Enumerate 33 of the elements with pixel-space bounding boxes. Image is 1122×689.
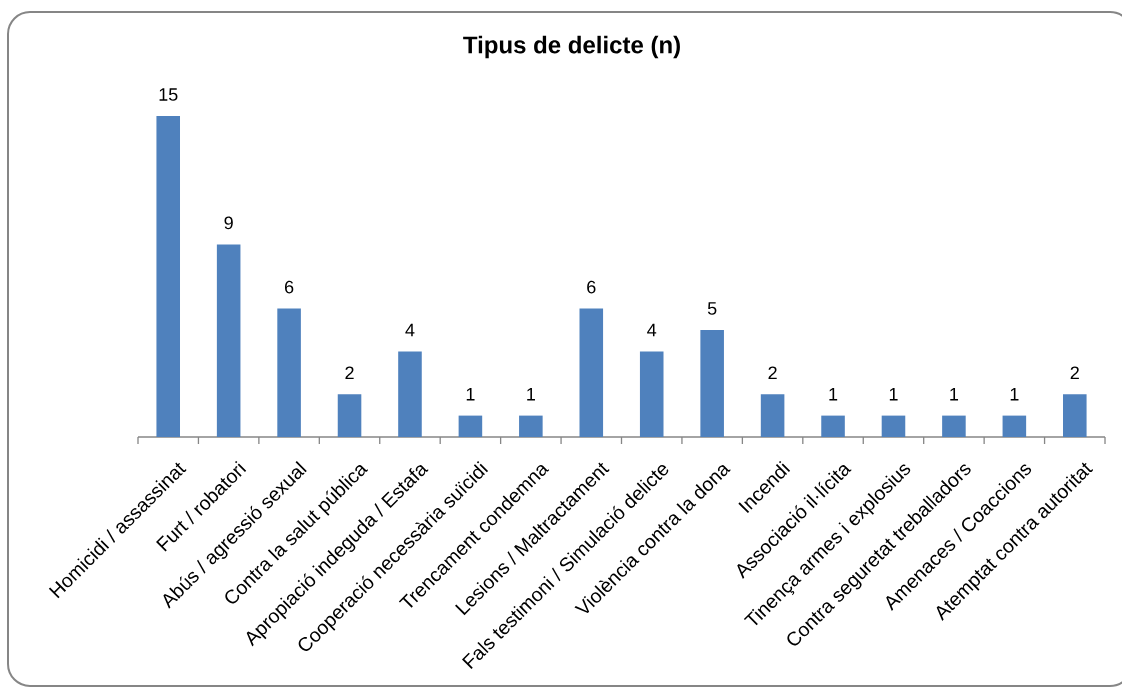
data-label: 6: [587, 280, 596, 294]
data-label: 4: [647, 323, 657, 337]
bar: [277, 308, 301, 437]
data-label: 9: [224, 216, 233, 230]
bar: [821, 415, 845, 437]
bar: [760, 394, 785, 437]
data-label: 1: [889, 388, 898, 401]
bar: [398, 351, 422, 437]
data-label: 2: [768, 366, 777, 380]
bar: [216, 244, 241, 437]
data-label: 5: [707, 302, 717, 315]
bar: [519, 415, 543, 437]
data-label: 4: [405, 323, 415, 337]
data-label: 1: [950, 388, 959, 401]
bar: [337, 394, 362, 437]
bar: [156, 116, 181, 437]
bar: [579, 308, 604, 437]
data-label: 6: [285, 280, 294, 294]
bar: [881, 415, 906, 437]
data-label: 1: [466, 388, 475, 401]
bar: [942, 415, 966, 437]
bar: [1063, 394, 1087, 437]
data-label: 2: [345, 366, 354, 380]
data-label: 1: [527, 388, 535, 401]
data-label: 15: [159, 88, 178, 101]
bar: [700, 330, 724, 437]
bar: [1002, 415, 1027, 437]
data-label: 2: [1070, 366, 1079, 380]
data-label: 1: [829, 388, 838, 401]
data-label: 1: [1010, 388, 1019, 401]
bar: [458, 415, 483, 437]
bar: [639, 351, 664, 437]
chart-title: Tipus de delicte (n): [463, 35, 680, 59]
